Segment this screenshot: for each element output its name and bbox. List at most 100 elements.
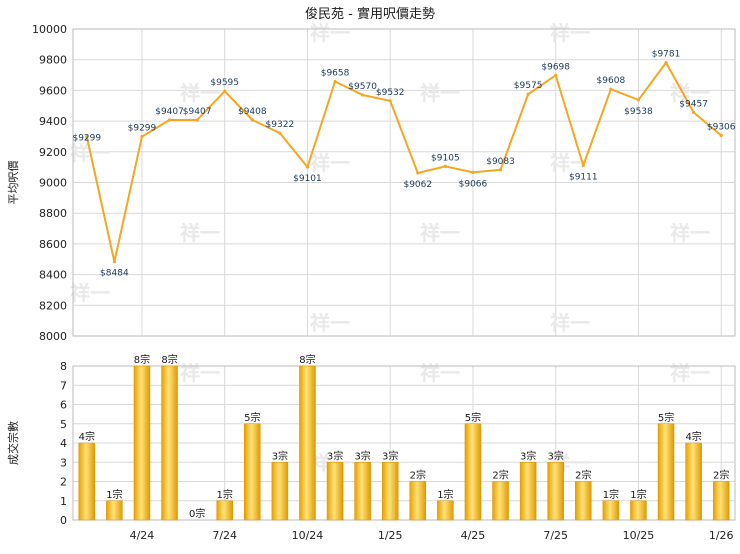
price-point [692, 110, 696, 114]
watermark-text: 祥一 [420, 361, 460, 385]
watermark-text: 祥一 [550, 21, 590, 45]
volume-bar-label: 1宗 [217, 488, 233, 501]
watermark-text: 祥一 [310, 311, 350, 335]
price-point-label: $9658 [321, 68, 350, 78]
price-point [416, 171, 420, 175]
price-point [250, 118, 254, 122]
xtick-label: 4/25 [461, 529, 486, 542]
volume-bar-label: 8宗 [161, 353, 177, 366]
volume-bar-label: 2宗 [575, 469, 591, 482]
volume-bar [575, 481, 592, 521]
price-point [223, 89, 227, 93]
xtick-label: 10/25 [623, 529, 655, 542]
price-ytick-label: 10000 [32, 23, 67, 36]
price-point [498, 168, 503, 172]
line-layer [85, 61, 723, 264]
volume-bar [78, 442, 96, 521]
price-series-line [85, 61, 722, 263]
volume-bar [630, 500, 647, 521]
volume-bar-label: 2宗 [713, 469, 729, 482]
axes-layer: 8000 8200 8400 8600 8800 9000 9200 9400 9600 9800… [6, 23, 736, 542]
volume-bar [437, 500, 454, 521]
volume-ytick-label: 7 [60, 379, 67, 392]
volume-ytick-label: 6 [60, 399, 67, 412]
price-point [388, 99, 392, 103]
price-point-label: $9299 [128, 124, 157, 134]
volume-ytick-label: 2 [60, 476, 67, 489]
volume-bar-label: 4宗 [79, 430, 95, 443]
volume-bar [133, 365, 151, 521]
volume-bar [492, 481, 509, 521]
price-point [554, 73, 558, 77]
volume-bar-label: 2宗 [410, 469, 426, 482]
volume-bar [685, 442, 702, 521]
volume-bar [299, 365, 316, 521]
watermark-layer: 祥一祥一祥一祥一祥一祥一祥一祥一祥一祥一祥一祥一祥一祥一祥一祥一祥一祥一祥一 [70, 21, 710, 475]
volume-bar-label: 2宗 [492, 469, 508, 482]
bars-layer [78, 365, 730, 521]
price-point [361, 93, 365, 97]
price-point [471, 170, 475, 174]
volume-bar [547, 462, 564, 521]
watermark-text: 祥一 [70, 281, 110, 305]
price-point [305, 165, 310, 169]
price-point-label: $9575 [514, 81, 543, 91]
price-ytick-label: 9000 [39, 177, 67, 190]
xtick-label: 4/24 [130, 529, 155, 542]
price-point-label: $9306 [707, 123, 736, 133]
volume-bar-label: 8宗 [299, 353, 315, 366]
volume-bar [271, 462, 289, 521]
volume-bar-label: 5宗 [244, 411, 260, 424]
watermark-text: 祥一 [550, 311, 590, 335]
volume-ylabel: 成交宗數 [6, 421, 20, 465]
price-point [333, 79, 337, 84]
volume-bar-label: 5宗 [465, 411, 481, 424]
watermark-text: 祥一 [670, 221, 710, 245]
price-ytick-label: 8200 [39, 299, 67, 312]
watermark-text: 祥一 [670, 81, 710, 105]
volume-bar [354, 462, 371, 521]
watermark-text: 祥一 [420, 221, 460, 245]
volume-bar [381, 462, 399, 521]
price-point-label: $9408 [238, 107, 267, 117]
volume-bar-label: 1宗 [437, 488, 453, 501]
volume-bar [326, 462, 344, 521]
volume-bar-label: 5宗 [658, 411, 674, 424]
price-ytick-label: 8400 [39, 269, 67, 282]
watermark-text: 祥一 [420, 81, 460, 105]
price-point [719, 133, 723, 138]
price-point-label: $9083 [486, 157, 515, 167]
price-point [609, 87, 613, 91]
volume-ytick-label: 0 [60, 514, 67, 527]
price-ytick-label: 9200 [39, 146, 67, 159]
volume-bar [106, 500, 123, 521]
price-ylabel: 平均呎價 [6, 161, 20, 205]
volume-bar-label: 4宗 [685, 430, 701, 443]
volume-bar [519, 462, 537, 521]
price-point-label: $9538 [624, 107, 653, 117]
volume-bar [161, 365, 178, 521]
price-point [664, 61, 668, 65]
price-point-label: $9595 [210, 78, 239, 88]
watermark-text: 祥一 [670, 361, 710, 385]
volume-bar [216, 500, 233, 521]
volume-bar-label: 1宗 [603, 488, 619, 501]
volume-bar-label: 3宗 [272, 449, 288, 462]
price-point-label: $9698 [541, 62, 570, 72]
volume-bar [657, 423, 675, 521]
price-point-label: $9532 [376, 88, 405, 98]
volume-bar-label: 3宗 [354, 449, 370, 462]
volume-ytick-label: 5 [60, 418, 67, 431]
volume-ytick-label: 1 [60, 495, 67, 508]
price-point [278, 131, 282, 135]
price-point [526, 92, 530, 96]
price-ytick-label: 9800 [39, 54, 67, 67]
price-point-label: $9781 [652, 50, 681, 60]
price-panel-frame [72, 28, 736, 337]
volume-bar [244, 423, 261, 521]
price-point [636, 98, 641, 102]
watermark-text: 祥一 [310, 21, 350, 45]
price-point-label: $9062 [403, 180, 432, 190]
xtick-label: 7/24 [212, 529, 237, 542]
xtick-label: 7/25 [543, 529, 568, 542]
